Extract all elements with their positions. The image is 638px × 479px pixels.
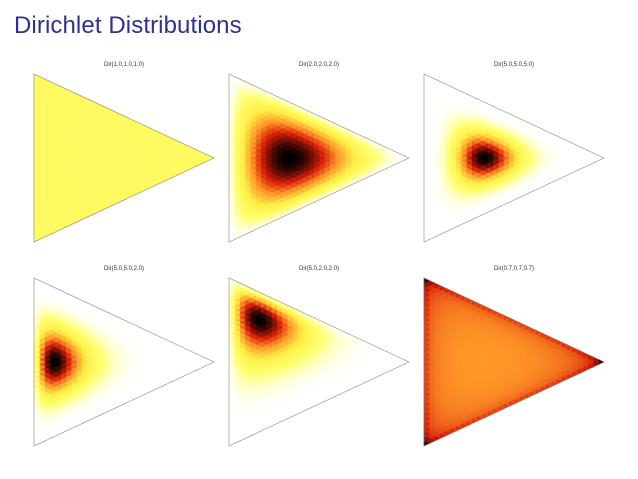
- dirichlet-panel-2: Dir(2.0,2.0,2.0): [221, 62, 417, 252]
- panel-label: Dir(1.0,1.0,1.0): [103, 62, 145, 68]
- simplex-outline: [423, 73, 605, 243]
- dirichlet-panel-1: Dir(1.0,1.0,1.0): [26, 62, 222, 252]
- simplex-plot: [423, 73, 605, 243]
- dirichlet-panel-5: Dir(5.0,2.0,2.0): [221, 266, 417, 456]
- panel-label: Dir(5.0,5.0,5.0): [493, 62, 535, 68]
- simplex-outline: [228, 73, 410, 243]
- dirichlet-panel-4: Dir(5.0,5.0,2.0): [26, 266, 222, 456]
- simplex-plot: [33, 73, 215, 243]
- page-title: Dirichlet Distributions: [14, 12, 242, 39]
- simplex-plot: [33, 277, 215, 447]
- dirichlet-panel-3: Dir(5.0,5.0,5.0): [416, 62, 612, 252]
- density-cell: [208, 359, 215, 365]
- simplex-outline: [33, 73, 215, 243]
- density-cell: [598, 155, 605, 161]
- simplex-outline: [33, 277, 215, 447]
- simplex-plot: [228, 73, 410, 243]
- density-cell: [208, 155, 215, 161]
- density-cell: [403, 359, 410, 365]
- panel-label: Dir(2.0,2.0,2.0): [298, 62, 340, 68]
- panel-label: Dir(5.0,5.0,2.0): [103, 266, 145, 272]
- density-cell: [403, 155, 410, 161]
- simplex-plot: [228, 277, 410, 447]
